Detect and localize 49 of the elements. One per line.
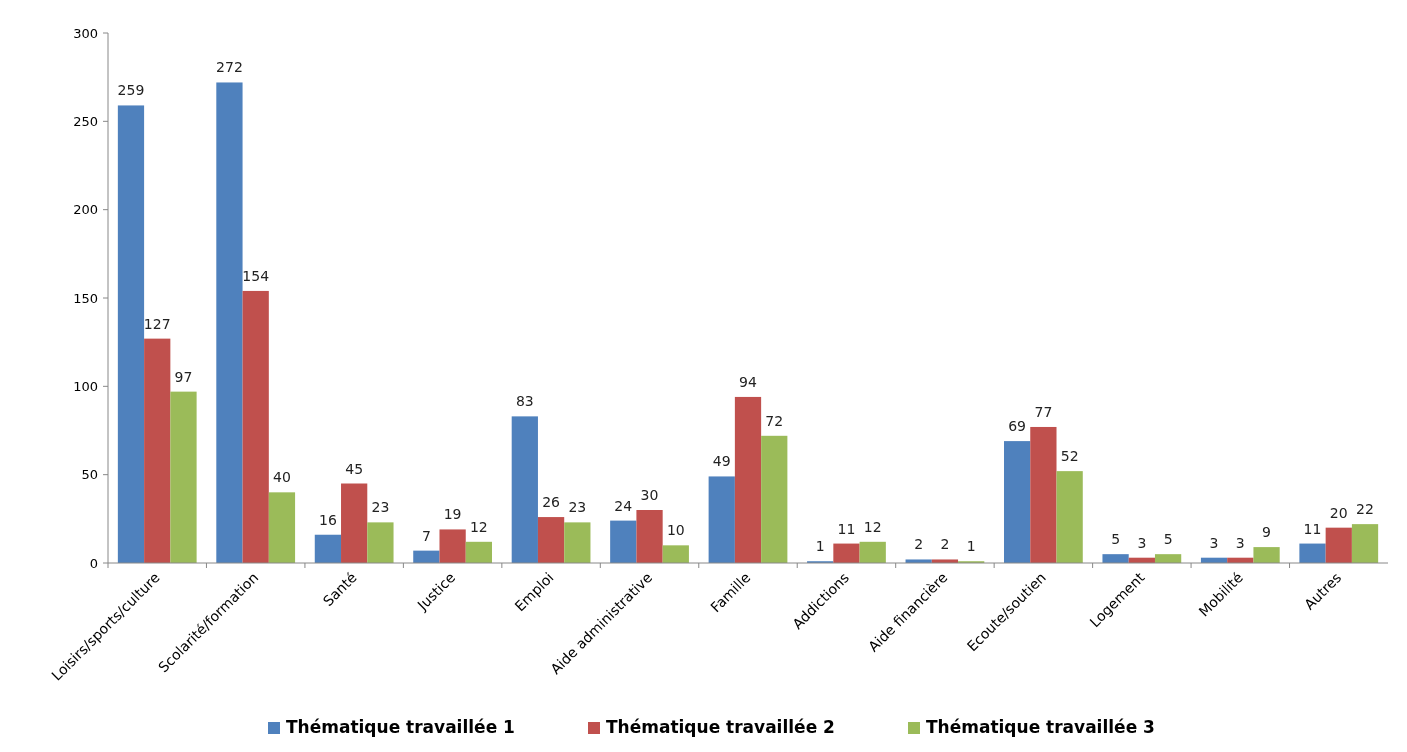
data-label: 16 (318, 511, 337, 528)
data-label: 2 (914, 536, 924, 553)
data-label: 45 (345, 460, 364, 477)
data-label: 40 (273, 469, 291, 486)
data-label: 19 (443, 506, 462, 523)
data-label: 1 (966, 538, 976, 555)
data-label: 23 (371, 499, 390, 516)
data-label: 5 (1111, 531, 1121, 548)
data-label: 26 (542, 494, 561, 511)
data-label: 20 (1329, 504, 1348, 521)
data-label: 3 (1235, 534, 1245, 551)
data-label: 3 (1137, 534, 1147, 551)
y-tick-label: 150 (73, 290, 98, 306)
data-label: 12 (863, 518, 882, 535)
data-label: 69 (1008, 418, 1027, 435)
data-label: 77 (1034, 403, 1053, 420)
data-label: 5 (1163, 531, 1173, 548)
data-label: 9 (1262, 524, 1272, 541)
data-label: 30 (640, 487, 659, 503)
data-label: 23 (568, 499, 587, 516)
legend-label: Thématique travaillée 1 (286, 717, 515, 737)
data-label: 11 (1303, 520, 1322, 537)
legend-label: Thématique travaillée 3 (926, 717, 1155, 737)
data-label: 10 (666, 522, 685, 539)
y-tick-label: 200 (73, 202, 98, 218)
data-label: 12 (469, 518, 488, 535)
data-label: 72 (765, 412, 784, 429)
data-label: 97 (174, 368, 193, 385)
data-label: 49 (712, 453, 731, 470)
data-label: 1 (815, 538, 825, 555)
data-label: 127 (143, 315, 171, 332)
data-label: 3 (1209, 534, 1219, 551)
data-label: 52 (1060, 448, 1079, 465)
y-tick-label: 0 (89, 555, 98, 571)
y-tick-label: 100 (73, 378, 98, 394)
data-label: 2 (940, 536, 950, 553)
y-tick-label: 250 (73, 113, 98, 129)
data-label: 11 (837, 520, 856, 537)
y-tick-label: 50 (81, 467, 98, 483)
data-label: 22 (1356, 501, 1374, 518)
data-label: 154 (242, 267, 270, 284)
data-label: 24 (614, 497, 633, 514)
data-label: 7 (421, 527, 431, 544)
y-tick-label: 300 (73, 25, 98, 41)
legend-label: Thématique travaillée 2 (606, 717, 835, 737)
data-label: 259 (117, 82, 145, 99)
data-label: 94 (739, 373, 757, 390)
data-label: 272 (216, 59, 243, 76)
data-label: 83 (515, 393, 534, 410)
